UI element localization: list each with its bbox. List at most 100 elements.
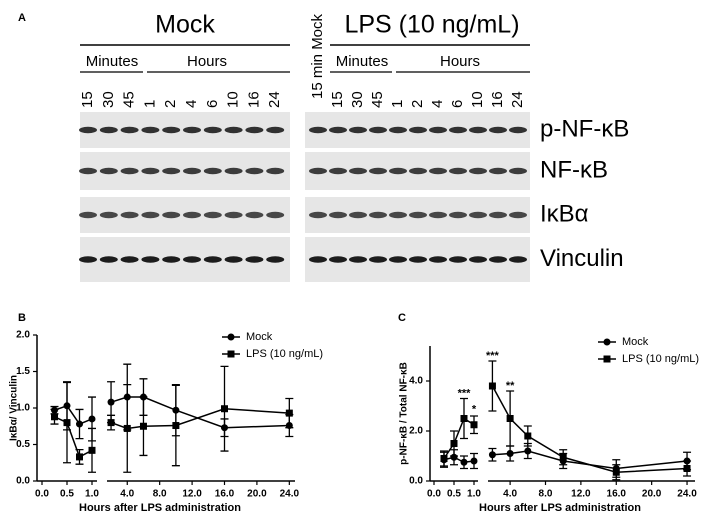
blot-band — [224, 211, 243, 219]
x-tick-label: 12.0 — [182, 489, 202, 500]
y-axis-label: p-NF-κB / Total NF-κB — [399, 362, 410, 465]
y-tick-label: 1.0 — [16, 403, 30, 414]
protein-label: IκBα — [540, 200, 589, 227]
minutes-label: Minutes — [86, 53, 139, 70]
blot-band — [309, 167, 327, 175]
blot-band — [369, 256, 387, 263]
blot-band — [141, 126, 160, 134]
legend-label: LPS (10 ng/mL) — [246, 348, 323, 360]
blot-band — [409, 211, 427, 219]
blot-band — [245, 167, 264, 175]
x-tick-label: 8.0 — [153, 489, 167, 500]
blot-band — [469, 211, 487, 219]
y-tick-label: 1.5 — [16, 366, 30, 377]
x-tick-label: 0.5 — [60, 489, 74, 500]
panel-label: B — [18, 312, 26, 324]
protein-label: p-NF-κB — [540, 115, 629, 142]
x-tick-label: 24.0 — [280, 489, 300, 500]
x-tick-label: 4.0 — [503, 489, 517, 500]
marker-circle — [107, 398, 115, 406]
blot-band — [79, 167, 97, 175]
lane-label: 16 — [245, 91, 262, 108]
marker-circle — [470, 457, 478, 465]
blot-band — [203, 211, 222, 219]
blot-band — [449, 211, 467, 219]
marker-square — [123, 424, 131, 432]
series-line — [443, 456, 475, 464]
blot-band — [349, 126, 367, 134]
blot-band — [349, 167, 367, 175]
group-title: Mock — [155, 11, 215, 39]
lane-label: 10 — [469, 91, 486, 108]
lane-label: 15 — [79, 91, 96, 108]
marker-square — [88, 446, 96, 454]
blot-band — [449, 126, 467, 134]
blot-band — [245, 211, 264, 219]
protein-label: NF-κB — [540, 156, 608, 183]
lane-label: 45 — [369, 91, 386, 108]
series-line — [110, 396, 290, 429]
x-tick-label: 0.0 — [427, 489, 441, 500]
blot-band — [162, 167, 181, 175]
lane-label: 4 — [183, 100, 200, 108]
marker-square — [227, 350, 235, 358]
y-tick-label: 0.0 — [16, 476, 30, 487]
blot-band — [266, 211, 285, 219]
blot-band — [203, 126, 222, 134]
blot-band — [429, 211, 447, 219]
blot-band — [120, 256, 139, 263]
marker-square — [63, 419, 71, 427]
marker-circle — [603, 338, 611, 346]
series-line — [54, 404, 93, 425]
blot-band — [141, 211, 160, 219]
blot-band — [329, 167, 347, 175]
group-title: LPS (10 ng/mL) — [344, 11, 519, 39]
blot-band — [309, 256, 327, 263]
panel-label: C — [398, 312, 406, 324]
lane-label: 16 — [489, 91, 506, 108]
blot-band — [389, 167, 407, 175]
marker-square — [440, 455, 448, 462]
marker-square — [612, 468, 620, 476]
marker-square — [506, 415, 514, 422]
legend-label: Mock — [246, 331, 273, 343]
marker-circle — [488, 451, 496, 459]
x-tick-label: 4.0 — [120, 489, 134, 500]
marker-square — [76, 453, 83, 461]
blot-band — [99, 256, 118, 263]
series-line — [54, 416, 93, 458]
x-axis-label: Hours after LPS administration — [79, 502, 241, 514]
x-tick-label: 0.0 — [35, 489, 49, 500]
blot-band — [183, 256, 201, 263]
blot-band — [266, 126, 285, 134]
blot-band — [389, 126, 407, 134]
blot-band — [79, 126, 97, 134]
blot-band — [469, 256, 487, 263]
blot-band — [224, 167, 243, 175]
y-tick-label: 4.0 — [409, 376, 423, 387]
legend-label: Mock — [622, 336, 649, 348]
blot-band — [162, 211, 181, 219]
blot-band — [509, 211, 527, 219]
blot-band — [162, 126, 181, 134]
marker-square — [603, 355, 611, 363]
blot-band — [141, 256, 160, 263]
y-tick-label: 2.0 — [409, 426, 423, 437]
x-tick-label: 20.0 — [247, 489, 267, 500]
protein-label: Vinculin — [540, 245, 624, 272]
blot-band — [429, 167, 447, 175]
y-tick-label: 2.0 — [16, 330, 30, 341]
series-line — [491, 385, 688, 474]
blot-band — [162, 256, 181, 263]
marker-square — [285, 409, 293, 417]
x-tick-label: 1.0 — [85, 489, 99, 500]
lane-label: 10 — [225, 91, 242, 108]
lane-label: 1 — [389, 100, 406, 108]
marker-circle — [460, 458, 468, 466]
legend-label: LPS (10 ng/mL) — [622, 353, 699, 365]
blot-band — [449, 167, 467, 175]
blot-band — [509, 256, 527, 263]
marker-square — [460, 415, 468, 422]
blot-band — [409, 167, 427, 175]
